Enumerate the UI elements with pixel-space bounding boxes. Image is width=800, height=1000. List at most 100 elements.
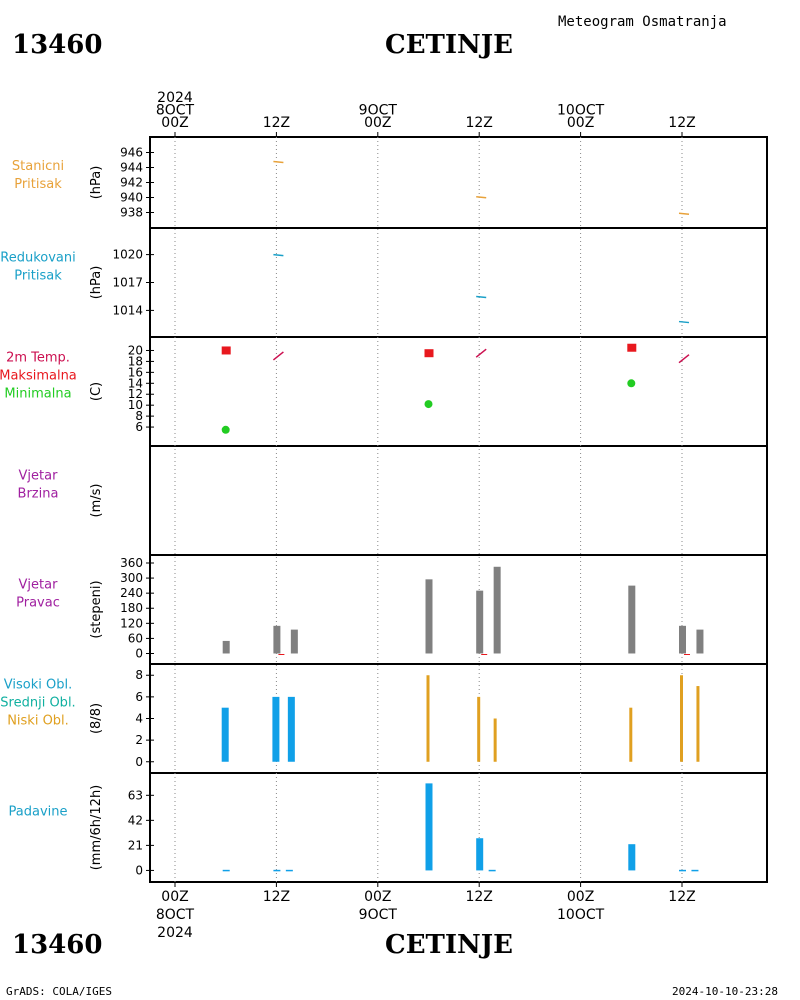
station-name-bottom: CETINJE xyxy=(385,930,513,960)
time-label-bottom: 12Z xyxy=(465,889,492,905)
y-tick-label: 1020 xyxy=(112,248,143,262)
cloud-low-bar xyxy=(493,718,497,762)
wind-dir-bar xyxy=(696,629,704,654)
y-tick-label: 938 xyxy=(120,206,143,220)
panel-label: Vjetar xyxy=(19,469,59,484)
y-axis-label: (hPa) xyxy=(89,166,104,200)
wind-dir-bar xyxy=(476,590,484,654)
y-tick-label: 360 xyxy=(120,556,143,570)
panel-label: Niski Obl. xyxy=(7,714,69,729)
y-tick-label: 944 xyxy=(120,161,143,175)
precip-bar xyxy=(285,869,293,872)
temp-min-point xyxy=(221,425,230,434)
y-tick-label: 0 xyxy=(135,863,143,877)
y-axis-label: (hPa) xyxy=(89,266,104,300)
y-tick-label: 120 xyxy=(120,616,143,630)
y-tick-label: 0 xyxy=(135,646,143,660)
pressure-mark xyxy=(678,212,690,215)
wind-dir-bar xyxy=(273,625,281,654)
y-axis-label: (mm/6h/12h) xyxy=(89,785,104,871)
panel-label: Minimalna xyxy=(4,387,71,402)
wind-dir-bar xyxy=(679,625,686,654)
panel-label: Redukovani xyxy=(0,251,75,266)
panel-label: Pravac xyxy=(16,596,60,611)
y-tick-label: 940 xyxy=(120,191,143,205)
cloud-low-bar xyxy=(680,675,683,762)
time-label-top: 9OCT xyxy=(359,103,398,119)
panel-label: Visoki Obl. xyxy=(4,678,72,693)
time-label-bottom: 00Z xyxy=(364,889,391,905)
temp-min-point xyxy=(627,379,636,388)
y-tick-label: 1017 xyxy=(112,276,143,290)
y-tick-label: 10 xyxy=(128,398,143,412)
precip-bar xyxy=(476,838,484,871)
wind-dir-bar xyxy=(222,640,230,654)
y-tick-label: 21 xyxy=(128,838,143,852)
y-tick-label: 946 xyxy=(120,146,143,160)
time-label-bottom: 12Z xyxy=(668,889,695,905)
precip-bar xyxy=(273,869,281,872)
panel-label: Vjetar xyxy=(19,578,59,593)
station-name-top: CETINJE xyxy=(385,30,513,60)
time-label-bottom: 2024 xyxy=(157,925,193,941)
y-tick-label: 0 xyxy=(135,755,143,769)
temp-min-point xyxy=(424,400,433,409)
panel-label: Brzina xyxy=(18,487,59,502)
y-axis-label: (8/8) xyxy=(89,703,104,734)
precip-bar xyxy=(628,844,636,871)
panel-label: Stanicni xyxy=(12,159,64,174)
pressure-mark xyxy=(476,196,487,199)
time-label-top: 8OCT xyxy=(156,103,195,119)
pressure-mark xyxy=(476,295,487,299)
footer-credit: GrADS: COLA/IGES xyxy=(6,985,112,998)
precip-bar xyxy=(488,869,496,872)
y-tick-label: 20 xyxy=(128,343,143,357)
panel-label: Padavine xyxy=(9,805,68,820)
time-label-top: 00Z xyxy=(567,115,594,131)
plot-frame xyxy=(149,136,768,883)
y-tick-label: 1014 xyxy=(112,303,143,317)
y-tick-label: 4 xyxy=(135,712,143,726)
y-tick-label: 6 xyxy=(135,690,143,704)
panel-label: Maksimalna xyxy=(0,369,77,384)
chart-title: Meteogram Osmatranja xyxy=(558,14,727,30)
time-label-bottom: 12Z xyxy=(263,889,290,905)
y-tick-label: 6 xyxy=(135,420,143,434)
y-tick-label: 42 xyxy=(128,813,143,827)
pressure-mark xyxy=(273,160,284,164)
y-axis-label: (m/s) xyxy=(89,484,104,518)
station-id-bottom: 13460 xyxy=(12,930,103,960)
cloud-low-bar xyxy=(477,696,481,762)
panel-label: Pritisak xyxy=(14,269,62,284)
y-tick-label: 8 xyxy=(135,409,143,423)
y-tick-label: 2 xyxy=(135,733,143,747)
cloud-low-bar xyxy=(696,686,700,762)
wind-dir-bar xyxy=(425,579,433,654)
y-tick-label: 180 xyxy=(120,601,143,615)
y-axis-label: (C) xyxy=(89,382,104,401)
wind-dir-bar xyxy=(290,629,298,654)
temp-max-point xyxy=(221,346,231,355)
cloud-high-bar xyxy=(287,696,295,762)
time-label-top: 12Z xyxy=(263,115,290,131)
cloud-high-bar xyxy=(221,707,229,762)
time-label-bottom: 9OCT xyxy=(359,907,398,923)
time-label-top: 2024 xyxy=(157,90,193,106)
panel-label: 2m Temp. xyxy=(6,351,70,366)
station-id-top: 13460 xyxy=(12,30,103,60)
y-axis-label: (stepeni) xyxy=(89,580,104,638)
cloud-low-bar xyxy=(426,675,430,762)
temp-max-point xyxy=(627,343,637,352)
wind-dir-bar xyxy=(628,585,636,654)
precip-bar xyxy=(679,869,686,872)
y-tick-label: 240 xyxy=(120,586,143,600)
time-label-bottom: 10OCT xyxy=(557,907,605,923)
precip-bar xyxy=(691,869,699,872)
temp-2m-mark xyxy=(678,354,690,364)
wind-dir-bar xyxy=(493,566,501,654)
y-tick-label: 12 xyxy=(128,387,143,401)
y-tick-label: 14 xyxy=(128,376,143,390)
cloud-low-bar xyxy=(629,707,633,762)
y-tick-label: 300 xyxy=(120,571,143,585)
